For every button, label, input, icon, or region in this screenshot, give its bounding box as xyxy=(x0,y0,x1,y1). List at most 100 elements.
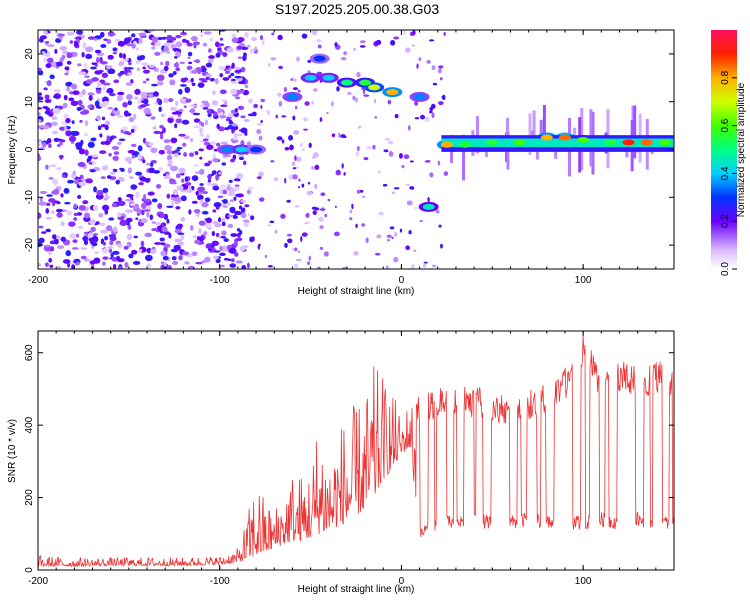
noise-speck xyxy=(125,217,133,223)
noise-speck xyxy=(84,75,90,78)
y-tick-label: -20 xyxy=(24,237,35,252)
noise-speck xyxy=(53,89,61,93)
noise-speck xyxy=(222,189,228,195)
noise-speck xyxy=(270,57,277,61)
noise-speck xyxy=(164,144,172,151)
colorbar-tick-label: 0.2 xyxy=(720,214,731,228)
noise-speck xyxy=(139,104,147,108)
noise-speck xyxy=(199,183,204,186)
noise-speck xyxy=(99,102,105,107)
noise-speck xyxy=(38,125,44,129)
streak xyxy=(532,110,536,152)
noise-speck xyxy=(103,197,108,201)
noise-speck xyxy=(213,255,219,260)
noise-speck xyxy=(423,261,428,264)
noise-speck xyxy=(72,90,80,96)
ridge-point xyxy=(540,134,553,141)
noise-speck xyxy=(98,213,104,218)
streak xyxy=(528,113,532,155)
noise-speck xyxy=(387,140,394,145)
noise-speck xyxy=(317,266,321,269)
noise-speck xyxy=(386,234,392,238)
noise-speck xyxy=(200,104,206,108)
noise-speck xyxy=(200,122,205,127)
noise-speck xyxy=(39,190,48,195)
noise-speck xyxy=(128,253,134,259)
noise-speck xyxy=(430,103,436,109)
noise-speck xyxy=(169,115,174,119)
noise-speck xyxy=(143,98,149,105)
noise-speck xyxy=(127,149,136,154)
noise-speck xyxy=(167,117,174,124)
noise-speck xyxy=(377,170,381,174)
noise-speck xyxy=(342,135,347,139)
noise-speck xyxy=(294,205,300,208)
noise-speck xyxy=(188,152,195,157)
noise-speck xyxy=(110,176,117,180)
noise-speck xyxy=(48,258,53,263)
noise-speck xyxy=(127,100,132,106)
noise-speck xyxy=(38,263,42,267)
noise-speck xyxy=(207,174,212,180)
noise-speck xyxy=(288,174,294,180)
noise-speck xyxy=(257,244,261,250)
noise-speck xyxy=(93,257,101,264)
noise-speck xyxy=(276,136,283,141)
noise-speck xyxy=(319,246,324,250)
noise-speck xyxy=(356,145,360,152)
noise-speck xyxy=(191,200,198,204)
noise-speck xyxy=(258,135,263,141)
noise-speck xyxy=(268,264,273,268)
noise-speck xyxy=(68,135,77,142)
x-tick-label: 0 xyxy=(399,275,405,286)
noise-speck xyxy=(221,221,226,227)
noise-speck xyxy=(107,54,114,60)
noise-speck xyxy=(419,220,423,223)
noise-speck xyxy=(146,211,150,218)
noise-speck xyxy=(303,117,308,122)
noise-speck xyxy=(199,168,205,175)
noise-speck xyxy=(206,144,214,150)
noise-speck xyxy=(107,33,116,36)
noise-speck xyxy=(55,208,63,213)
noise-speck xyxy=(306,221,310,225)
noise-speck xyxy=(46,80,52,87)
noise-speck xyxy=(331,133,336,138)
noise-speck xyxy=(176,185,184,191)
noise-speck xyxy=(258,197,265,202)
noise-speck xyxy=(100,141,106,145)
noise-speck xyxy=(178,133,186,137)
noise-speck xyxy=(414,117,420,120)
noise-speck xyxy=(131,43,136,49)
noise-speck xyxy=(106,38,112,45)
noise-speck xyxy=(163,231,171,235)
noise-speck xyxy=(311,30,318,36)
noise-speck xyxy=(118,138,126,142)
noise-speck xyxy=(122,126,128,132)
noise-speck xyxy=(242,160,247,166)
noise-speck xyxy=(151,198,158,203)
noise-speck xyxy=(107,246,114,249)
noise-speck xyxy=(126,241,132,248)
noise-speck xyxy=(66,31,75,36)
noise-speck xyxy=(443,171,449,176)
noise-speck xyxy=(231,128,235,134)
heatmap-frame xyxy=(37,29,675,270)
noise-speck xyxy=(230,72,235,77)
noise-speck xyxy=(108,217,115,221)
noise-speck xyxy=(85,53,93,60)
noise-speck xyxy=(249,236,254,243)
noise-speck xyxy=(225,213,230,220)
noise-speck xyxy=(136,56,144,61)
noise-speck xyxy=(63,125,68,131)
noise-speck xyxy=(118,60,125,67)
noise-speck xyxy=(126,94,133,100)
ridge-point xyxy=(220,146,233,153)
noise-speck xyxy=(101,165,109,171)
noise-speck xyxy=(234,184,240,188)
noise-speck xyxy=(127,224,132,231)
noise-speck xyxy=(154,51,161,56)
colorbar-gradient xyxy=(711,30,737,269)
noise-speck xyxy=(208,55,215,60)
